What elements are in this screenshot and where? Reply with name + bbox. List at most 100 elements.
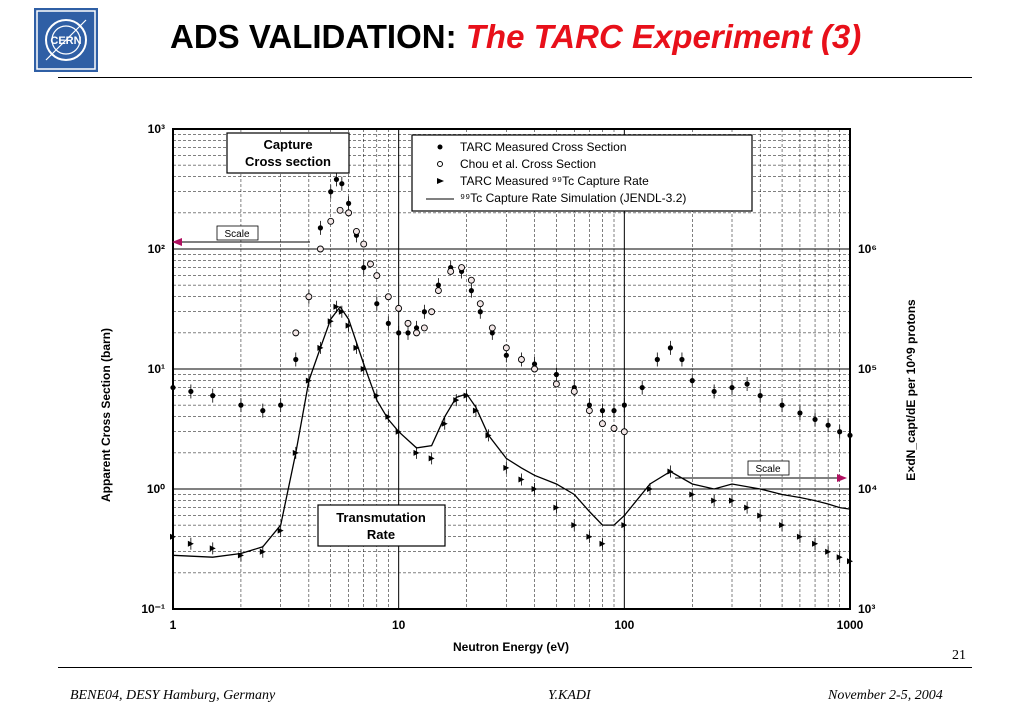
chou-point bbox=[345, 209, 353, 217]
capture-rate-point bbox=[170, 533, 176, 540]
y-tick-label-left: 10² bbox=[148, 242, 165, 256]
capture-rate-point bbox=[453, 397, 460, 404]
legend-item-chou: Chou et al. Cross Section bbox=[437, 157, 596, 171]
chou-point bbox=[404, 319, 412, 327]
measured-xs-point bbox=[339, 181, 345, 187]
y-axis-label-left: Apparent Cross Section (barn) bbox=[99, 328, 113, 502]
measured-xs-point bbox=[599, 408, 606, 414]
x-tick-label: 10 bbox=[392, 618, 406, 632]
y-axis-label-right: E×dN_capt/dE per 10^9 protons bbox=[904, 299, 918, 481]
y-tick-label-left: 10¹ bbox=[148, 362, 165, 376]
capture-rate-point bbox=[472, 407, 479, 414]
measured-xs-point bbox=[611, 408, 617, 414]
capture-rate-point bbox=[621, 522, 628, 529]
capture-rate-point bbox=[531, 486, 538, 492]
y-tick-label-right: 10⁶ bbox=[858, 242, 877, 256]
chou-point bbox=[367, 260, 374, 268]
capture-rate-point bbox=[209, 545, 216, 552]
measured-xs-point bbox=[413, 325, 420, 331]
chou-point bbox=[327, 217, 335, 225]
chou-point bbox=[395, 304, 403, 312]
capture-rate-point bbox=[327, 318, 334, 325]
measured-xs-point bbox=[361, 264, 367, 271]
chou-point bbox=[360, 240, 368, 248]
legend-item-simulation: ⁹⁹Tc Capture Rate Simulation (JENDL-3.2) bbox=[426, 191, 686, 205]
legend-item-capture-rate: TARC Measured ⁹⁹Tc Capture Rate bbox=[437, 174, 649, 188]
plot-frame bbox=[172, 128, 851, 610]
capture-rate-point bbox=[757, 512, 764, 519]
footer-divider bbox=[58, 667, 972, 668]
capture-rate-point bbox=[259, 548, 266, 555]
legend-label-2: TARC Measured ⁹⁹Tc Capture Rate bbox=[460, 174, 649, 188]
measured-xs-point bbox=[639, 384, 645, 391]
series-layer bbox=[170, 172, 853, 568]
measured-xs-point bbox=[374, 301, 380, 307]
capture-line2: Cross section bbox=[245, 154, 331, 169]
capture-rate-point bbox=[836, 554, 843, 561]
y-tick-label-left: 10³ bbox=[148, 122, 165, 136]
chou-point bbox=[373, 272, 381, 280]
measured-xs-point bbox=[553, 371, 560, 378]
x-tick-label: 1 bbox=[170, 618, 177, 632]
simulation-line bbox=[172, 305, 851, 558]
capture-rate-point bbox=[428, 455, 435, 462]
footer-left: BENE04, DESY Hamburg, Germany bbox=[70, 688, 276, 703]
legend: TARC Measured Cross Section Chou et al. … bbox=[411, 134, 753, 212]
footer-center: Y.KADI bbox=[548, 688, 591, 703]
title-accent: The TARC Experiment (3) bbox=[465, 18, 862, 55]
capture-annotation: Capture Cross section bbox=[226, 132, 350, 174]
chou-point bbox=[292, 329, 300, 337]
capture-rate-point bbox=[292, 449, 299, 456]
measured-xs-point bbox=[679, 356, 685, 363]
y-tick-label-right: 10⁵ bbox=[858, 362, 877, 376]
measured-xs-point bbox=[689, 378, 695, 384]
scale-right-label: Scale bbox=[755, 464, 780, 475]
title-divider bbox=[58, 77, 972, 78]
chou-point bbox=[570, 388, 578, 395]
logo-text: CERN bbox=[50, 35, 81, 47]
scale-left-label: Scale bbox=[224, 229, 249, 240]
capture-rate-point bbox=[305, 377, 312, 384]
chou-point bbox=[413, 329, 420, 337]
measured-xs-point bbox=[385, 320, 391, 326]
measured-xs-point bbox=[757, 393, 763, 399]
title-main: ADS VALIDATION: bbox=[170, 18, 466, 55]
capture-rate-point bbox=[518, 476, 525, 483]
x-axis-label: Neutron Energy (eV) bbox=[453, 640, 569, 654]
measured-xs-point bbox=[837, 429, 843, 435]
capture-rate-point bbox=[711, 497, 718, 504]
capture-rate-point bbox=[779, 522, 786, 529]
measured-xs-point bbox=[405, 330, 411, 336]
measured-xs-point bbox=[238, 402, 244, 408]
chou-point bbox=[599, 420, 606, 428]
x-tick-label: 100 bbox=[614, 618, 634, 632]
measured-xs-point bbox=[170, 384, 176, 391]
capture-rate-point bbox=[586, 533, 593, 540]
measured-xs-point bbox=[797, 410, 803, 416]
capture-rate-point bbox=[847, 558, 853, 565]
capture-rate-point bbox=[441, 420, 448, 427]
chou-point bbox=[610, 424, 618, 432]
measured-xs-point bbox=[531, 361, 538, 367]
y-tick-label-right: 10³ bbox=[858, 602, 875, 616]
capture-rate-point bbox=[744, 504, 751, 511]
chou-point bbox=[458, 264, 466, 272]
measured-xs-point bbox=[333, 176, 340, 183]
footer-right: November 2-5, 2004 bbox=[828, 688, 943, 703]
capture-rate-point bbox=[338, 308, 345, 315]
measured-xs-point bbox=[468, 288, 474, 294]
capture-rate-point bbox=[237, 552, 244, 559]
measured-xs-point bbox=[489, 330, 495, 336]
legend-item-measured-xs: TARC Measured Cross Section bbox=[437, 140, 627, 154]
capture-rate-point bbox=[187, 540, 194, 547]
capture-rate-point bbox=[599, 540, 606, 547]
capture-rate-point bbox=[571, 522, 578, 529]
y-tick-label-right: 10⁴ bbox=[858, 482, 877, 496]
chou-point bbox=[517, 356, 525, 363]
measured-xs-point bbox=[421, 309, 427, 315]
measured-xs-point bbox=[621, 402, 627, 408]
tick-labels: 1 10 100 1000 10⁻¹ 10⁰ 10¹ 10² 10³ 10³ 10⁴ 10⁵ 10⁶ bbox=[141, 122, 877, 632]
chou-point bbox=[476, 300, 484, 308]
capture-rate-point bbox=[553, 504, 560, 511]
capture-rate-point bbox=[689, 491, 696, 498]
